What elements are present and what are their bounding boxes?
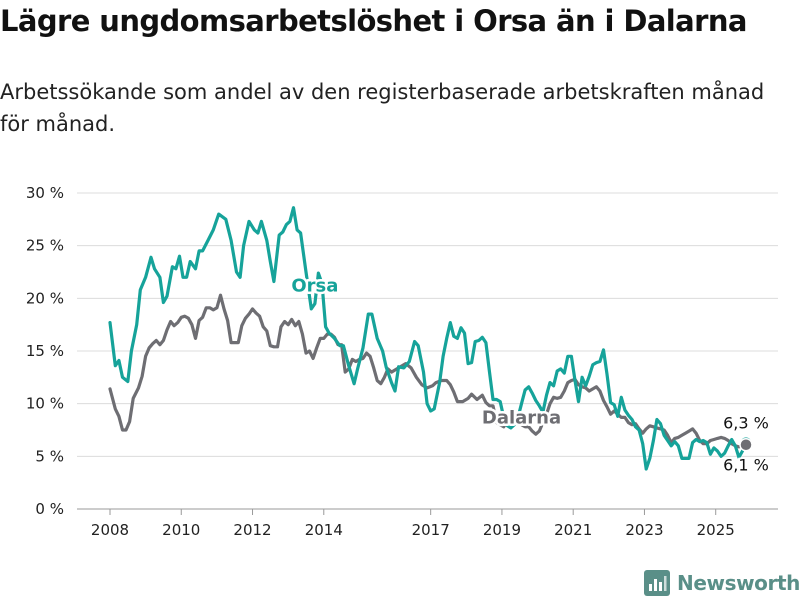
- brand-name: Newsworthy: [677, 571, 800, 595]
- x-tick-label: 2010: [162, 521, 200, 539]
- series-label-dalarna: Dalarna: [482, 407, 561, 428]
- annotation-dalarna-value: 6,1 %: [723, 456, 769, 475]
- series-line-dalarna: [108, 293, 748, 449]
- chart-title: Lägre ungdomsarbetslöshet i Orsa än i Da…: [0, 4, 747, 38]
- x-tick-label: 2023: [625, 521, 663, 539]
- end-marker-dalarna: [739, 437, 753, 452]
- annotation-orsa-value: 6,3 %: [723, 414, 769, 433]
- y-tick-label: 20 %: [26, 289, 64, 307]
- x-tick-label: 2008: [91, 521, 129, 539]
- x-tick-label: 2019: [483, 521, 521, 539]
- x-tick-label: 2014: [305, 521, 343, 539]
- chart-subtitle: Arbetssökande som andel av den registerb…: [0, 80, 765, 136]
- bar-chart-logo-icon: [644, 570, 670, 596]
- x-tick-label: 2017: [412, 521, 450, 539]
- y-tick-label: 10 %: [26, 395, 64, 413]
- series-line-orsa: [108, 206, 748, 471]
- x-tick-label: 2021: [554, 521, 592, 539]
- y-tick-label: 25 %: [26, 237, 64, 255]
- y-tick-label: 5 %: [35, 447, 64, 465]
- x-tick-label: 2025: [697, 521, 735, 539]
- y-tick-label: 15 %: [26, 342, 64, 360]
- brand: Newsworthy: [644, 568, 800, 598]
- y-tick-label: 30 %: [26, 184, 64, 202]
- series-label-orsa: Orsa: [291, 276, 338, 297]
- y-tick-label: 0 %: [35, 500, 64, 518]
- x-tick-label: 2012: [233, 521, 271, 539]
